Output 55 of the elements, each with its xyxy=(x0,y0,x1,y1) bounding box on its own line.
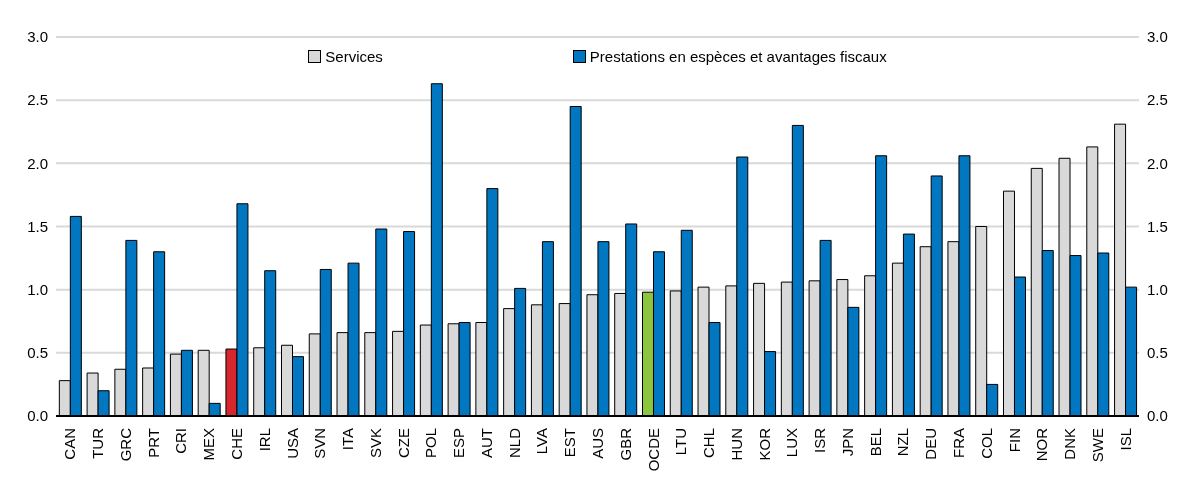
x-tick-label: HUN xyxy=(727,428,745,461)
x-tick-label: LUX xyxy=(783,428,801,458)
x-tick-label: DNK xyxy=(1061,428,1079,460)
x-tick-label: CHE xyxy=(228,428,245,460)
x-tick-label: NOR xyxy=(1033,427,1051,462)
x-tick-label: FIN xyxy=(1005,428,1023,453)
x-tick-label: POL xyxy=(422,428,440,459)
y2-tick-label: 0.5 xyxy=(1147,344,1168,362)
x-tick-label: IRL xyxy=(255,428,273,452)
y-tick-label: 3.0 xyxy=(27,28,48,46)
x-tick-label: MEX xyxy=(200,428,218,461)
x-tick-label: TUR xyxy=(89,427,107,459)
x-tick-label: SVK xyxy=(366,428,384,459)
x-tick-label: CAN xyxy=(61,428,79,460)
x-tick-label: COL xyxy=(977,428,995,459)
x-tick-label: ESP xyxy=(450,428,468,459)
x-tick-label: PRT xyxy=(144,428,162,458)
x-tick-label: JPN xyxy=(838,428,856,457)
x-tick-label: BEL xyxy=(866,428,884,457)
x-tick-label: AUT xyxy=(477,428,495,458)
x-tick-label: EST xyxy=(561,428,579,458)
x-tick-label: USA xyxy=(283,428,301,459)
x-tick-label: ISR xyxy=(811,427,829,454)
y-tick-label: 1.0 xyxy=(27,280,48,298)
x-tick-label: DEU xyxy=(922,428,940,460)
x-tick-label: CRI xyxy=(172,428,190,454)
y2-tick-label: 2.5 xyxy=(1147,91,1168,109)
legend-label: Prestations en espèces et avantages fiscaux xyxy=(588,48,887,65)
x-tick-label: OCDE xyxy=(644,428,662,472)
y2-tick-label: 3.0 xyxy=(1147,28,1168,46)
x-tick-label: KOR xyxy=(755,427,773,461)
y-tick-label: 2.0 xyxy=(27,154,48,172)
y-tick-label: 1.5 xyxy=(27,217,48,235)
y2-tick-label: 2.0 xyxy=(1147,154,1168,172)
x-tick-label: SVN xyxy=(311,428,329,459)
y2-tick-label: 1.5 xyxy=(1147,217,1168,235)
x-tick-label: ISL xyxy=(1116,428,1134,451)
x-tick-label: GRC xyxy=(116,427,134,462)
x-tick-label: LVA xyxy=(533,428,551,455)
x-tick-label: CHL xyxy=(700,428,718,459)
y2-tick-label: 0.0 xyxy=(1147,407,1168,425)
x-tick-label: FRA xyxy=(950,428,967,458)
x-tick-label: NZL xyxy=(894,428,912,457)
x-tick-label: CZE xyxy=(394,428,412,458)
x-tick-label: LTU xyxy=(672,428,690,456)
x-tick-label: ITA xyxy=(339,428,357,451)
y2-tick-label: 1.0 xyxy=(1147,280,1168,298)
y-tick-label: 0.0 xyxy=(27,407,48,425)
y-tick-label: 2.5 xyxy=(27,91,48,109)
x-tick-label: SWE xyxy=(1088,428,1106,463)
legend-label: Services xyxy=(324,48,383,65)
y-tick-label: 0.5 xyxy=(27,344,48,362)
x-tick-label: AUS xyxy=(589,428,606,459)
x-tick-label: NLD xyxy=(505,427,523,459)
x-tick-label: GBR xyxy=(616,427,634,461)
